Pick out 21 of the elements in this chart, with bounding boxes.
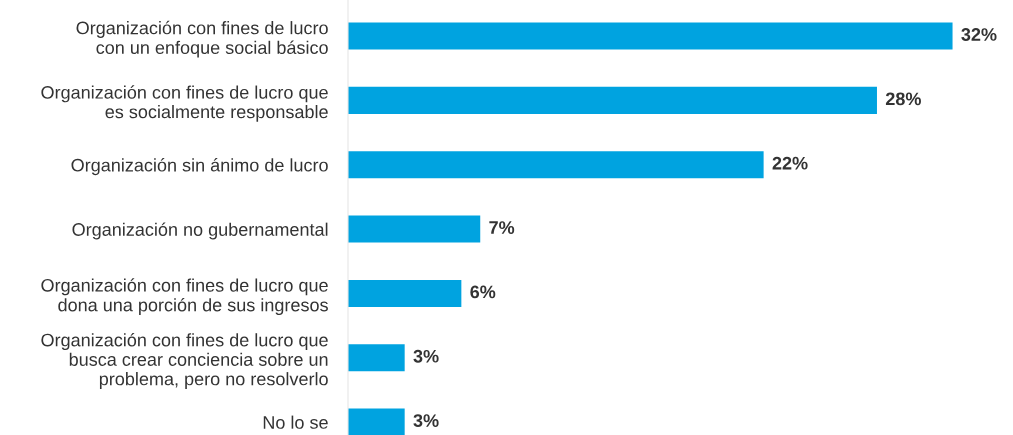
bar [348,279,462,307]
data-label: 7% [489,221,515,234]
y-tick-label: Organización con fines de lucro que busca crear conciencia sobre un problema, pero no resolverlo [41,332,328,389]
y-tick-label: Organización con fines de lucro que dona una porción de sus ingresos [41,278,328,316]
data-label: 28% [885,92,921,106]
data-label: 3% [413,349,439,363]
data-label: 32% [961,28,997,41]
bar [348,408,405,435]
bar [348,344,405,372]
y-tick-label: Organización con fines de lucro que es socialmente responsable [41,85,328,122]
data-label: 6% [470,285,496,299]
y-tick-label: Organización con fines de lucro con un enfoque social básico [76,20,328,58]
bar [348,86,877,114]
y-tick-label: Organización no gubernamental [72,222,328,240]
y-tick-label: Organización sin ánimo de lucro [71,158,328,176]
bar [348,151,764,179]
bar [348,215,481,243]
bar [348,22,953,50]
data-label: 3% [413,414,439,427]
y-tick-label: No lo se [263,415,328,429]
data-label: 22% [772,156,808,170]
